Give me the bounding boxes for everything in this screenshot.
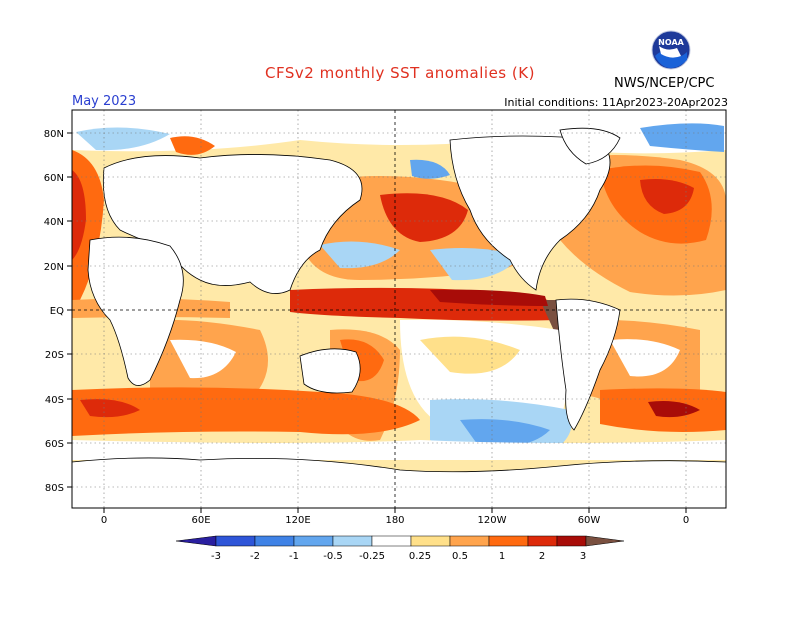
lat-label: 80S <box>45 483 64 494</box>
continents <box>87 127 621 431</box>
colorbar-label: 3 <box>580 551 586 562</box>
colorbar-label: 0.25 <box>409 551 431 562</box>
graticule <box>72 110 726 508</box>
lat-label: 80N <box>44 129 64 140</box>
colorbar-label: 0.5 <box>452 551 468 562</box>
lon-label: 0 <box>101 515 107 526</box>
colorbar-cell <box>175 535 217 547</box>
colorbar-label: -0.25 <box>359 551 385 562</box>
initial-conditions: Initial conditions: 11Apr2023-20Apr2023 <box>504 96 728 109</box>
colorbar-cell <box>488 535 529 547</box>
colorbar-label: -1 <box>289 551 299 562</box>
lon-label: 60W <box>578 515 601 526</box>
colorbar-label: -3 <box>211 551 221 562</box>
colorbar-cell <box>449 535 490 547</box>
lat-label: 40S <box>45 395 64 406</box>
noaa-logo: NOAA <box>651 30 691 70</box>
lon-label: 120E <box>285 515 310 526</box>
lon-axis: 0 60E 120E 180 120W 60W 0 <box>101 508 689 526</box>
colorbar-cell <box>293 535 334 547</box>
colorbar-label: -2 <box>250 551 260 562</box>
map-title: CFSv2 monthly SST anomalies (K) <box>265 64 535 82</box>
agency-label: NWS/NCEP/CPC <box>614 76 715 91</box>
colorbar-cell <box>215 535 256 547</box>
svg-text:NOAA: NOAA <box>658 38 684 47</box>
colorbar: -3 -2 -1 -0.5 -0.25 0.25 0.5 1 2 3 <box>175 535 625 562</box>
lon-label: 0 <box>683 515 689 526</box>
colorbar-cell <box>371 535 412 547</box>
colorbar-label: 2 <box>539 551 545 562</box>
lat-label: 40N <box>44 217 64 228</box>
lon-label: 180 <box>385 515 404 526</box>
colorbar-label: 1 <box>499 551 505 562</box>
lat-label: 20S <box>45 350 64 361</box>
lon-label: 60E <box>191 515 210 526</box>
lat-label: 60N <box>44 173 64 184</box>
colorbar-cell <box>254 535 295 547</box>
valid-month: May 2023 <box>72 94 137 109</box>
colorbar-cell <box>585 535 625 547</box>
colorbar-cell <box>527 535 558 547</box>
lat-axis: 80N 60N 40N 20N EQ 20S 40S 60S 80S <box>44 129 72 494</box>
colorbar-label: -0.5 <box>323 551 343 562</box>
lat-label: 20N <box>44 262 64 273</box>
map-frame <box>71 109 727 509</box>
lat-label: EQ <box>50 306 64 317</box>
lat-label: 60S <box>45 439 64 450</box>
lon-label: 120W <box>478 515 507 526</box>
colorbar-cell <box>556 535 587 547</box>
colorbar-cell <box>410 535 451 547</box>
anomaly-field <box>72 110 726 508</box>
reference-lines <box>72 110 726 508</box>
colorbar-cell <box>332 535 373 547</box>
